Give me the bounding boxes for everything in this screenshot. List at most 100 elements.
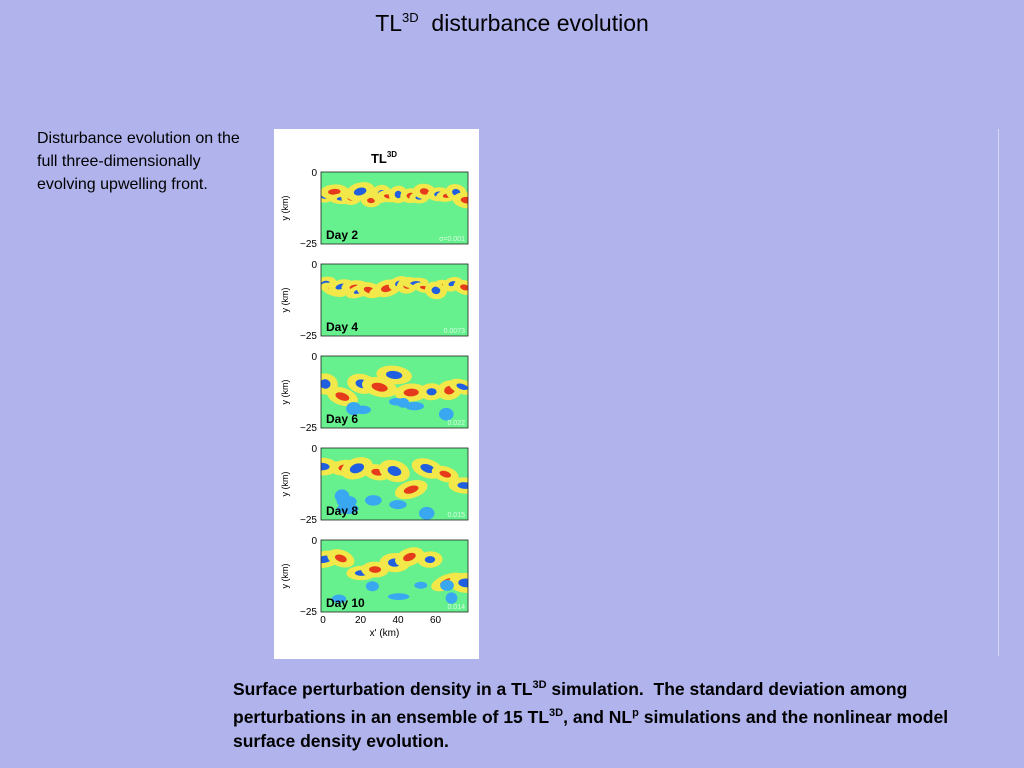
contour-positive — [419, 188, 430, 195]
y-axis-label: y (km) — [280, 288, 290, 313]
panel-pattern — [321, 182, 468, 209]
slide-title: TL3D disturbance evolution — [0, 10, 1024, 37]
contour-positive — [367, 197, 375, 204]
panel-frame — [320, 539, 469, 613]
contour-positive — [403, 485, 419, 494]
panel-background — [321, 172, 468, 244]
x-tick-label: 20 — [355, 615, 367, 626]
panel-day-label: Day 2 — [326, 228, 358, 242]
contour-positive — [369, 566, 382, 573]
contour-negative-weak — [365, 581, 379, 592]
contour-positive — [403, 552, 416, 562]
contour-negative-weak — [419, 506, 435, 520]
title-rest: disturbance evolution — [418, 10, 649, 36]
caption-sup-1: 3D — [532, 679, 547, 691]
contour-negative — [420, 463, 435, 473]
contour-positive — [371, 382, 388, 392]
contour-negative-weak — [414, 581, 428, 589]
contour-negative — [424, 556, 436, 564]
caption-part-4: simulations and the nonlinear model surf… — [233, 707, 949, 751]
contour-negative-weak — [387, 593, 410, 600]
y-tick-label: −25 — [300, 239, 317, 250]
contour-positive — [439, 470, 452, 478]
contour-negative — [353, 187, 367, 196]
y-axis-label: y (km) — [280, 380, 290, 405]
panel-frame — [320, 355, 469, 429]
contour-positive — [334, 554, 347, 563]
panel-pattern — [321, 365, 468, 421]
y-tick-label: −25 — [300, 607, 317, 618]
contour-negative-weak — [354, 405, 371, 415]
contour-negative — [387, 466, 402, 476]
x-tick-label: 40 — [392, 615, 404, 626]
panel-day-2: Day 2 σ=0.001 0 −25 y (km) — [280, 168, 469, 250]
panel-day-8: Day 8 0.015 0 −25 y (km) — [280, 444, 469, 526]
side-description: Disturbance evolution on the full three-… — [37, 130, 240, 193]
figure-panel: TL3D Day 2 σ=0.001 0 −25 y (km) Day 4 0.0073 0 −2… — [274, 129, 479, 659]
contour-negative — [349, 463, 365, 474]
contour-negative — [431, 286, 441, 295]
contour-negative — [458, 578, 468, 588]
caption-part-1: Surface perturbation density in a TL — [233, 679, 533, 699]
panel-day-4: Day 4 0.0073 0 −25 y (km) — [280, 260, 469, 342]
panel-day-label: Day 10 — [326, 596, 365, 610]
caption-part-2: simulation. The standard deviation among… — [233, 679, 913, 727]
caption-part-3: , and NL — [563, 707, 633, 727]
panel-pattern — [321, 547, 468, 604]
x-tick-label: 60 — [430, 615, 442, 626]
caption-sup-2: 3D — [549, 707, 564, 719]
panel-frame — [320, 171, 469, 245]
panel-pattern — [321, 457, 468, 520]
divider-line — [998, 129, 999, 656]
contour-negative-weak — [405, 401, 424, 411]
contour-negative-weak — [445, 592, 458, 604]
contour-negative-weak — [365, 495, 382, 506]
x-axis-label: x' (km) — [370, 628, 400, 639]
y-tick-label: 0 — [311, 352, 317, 363]
contour-negative-weak — [389, 500, 407, 510]
panel-day-label: Day 6 — [326, 412, 358, 426]
figure-caption: Surface perturbation density in a TL3D s… — [233, 673, 1013, 753]
y-tick-label: 0 — [311, 260, 317, 271]
panel-frame — [320, 447, 469, 521]
figure-title: TL3D — [371, 150, 397, 166]
panel-pattern — [321, 276, 468, 300]
panel-std-label: 0.022 — [447, 420, 465, 427]
contour-negative — [321, 379, 331, 389]
contour-positive — [328, 188, 341, 195]
contour-positive — [460, 284, 468, 291]
panel-day-10: Day 10 0.014 0 −25 y (km) — [280, 536, 469, 618]
contour-negative — [457, 482, 468, 489]
y-tick-label: 0 — [311, 536, 317, 547]
contour-negative — [426, 388, 437, 396]
contour-negative-weak — [438, 407, 454, 421]
x-tick-label: 0 — [320, 615, 326, 626]
panel-day-6: Day 6 0.022 0 −25 y (km) — [280, 352, 469, 434]
caption-sup-3: p — [632, 707, 639, 719]
y-axis-label: y (km) — [280, 564, 290, 589]
panel-frame — [320, 263, 469, 337]
contour-negative — [321, 462, 330, 471]
panel-day-label: Day 8 — [326, 504, 358, 518]
contour-positive — [335, 392, 350, 401]
panel-background — [321, 264, 468, 336]
panel-day-label: Day 4 — [326, 320, 358, 334]
contour-negative — [456, 383, 468, 390]
y-tick-label: 0 — [311, 444, 317, 455]
contour-positive — [403, 388, 419, 397]
contour-negative — [394, 190, 402, 199]
y-tick-label: −25 — [300, 423, 317, 434]
contour-positive — [460, 196, 468, 204]
y-axis-label: y (km) — [280, 196, 290, 221]
y-axis-label: y (km) — [280, 472, 290, 497]
panel-std-label: σ=0.001 — [439, 236, 465, 243]
y-tick-label: −25 — [300, 515, 317, 526]
y-tick-label: −25 — [300, 331, 317, 342]
panel-std-label: 0.0073 — [444, 328, 466, 335]
panel-std-label: 0.015 — [447, 512, 465, 519]
contour-negative-weak — [440, 579, 454, 591]
panel-std-label: 0.014 — [447, 604, 465, 611]
contour-negative-weak — [334, 489, 350, 503]
title-main: TL — [375, 10, 403, 36]
